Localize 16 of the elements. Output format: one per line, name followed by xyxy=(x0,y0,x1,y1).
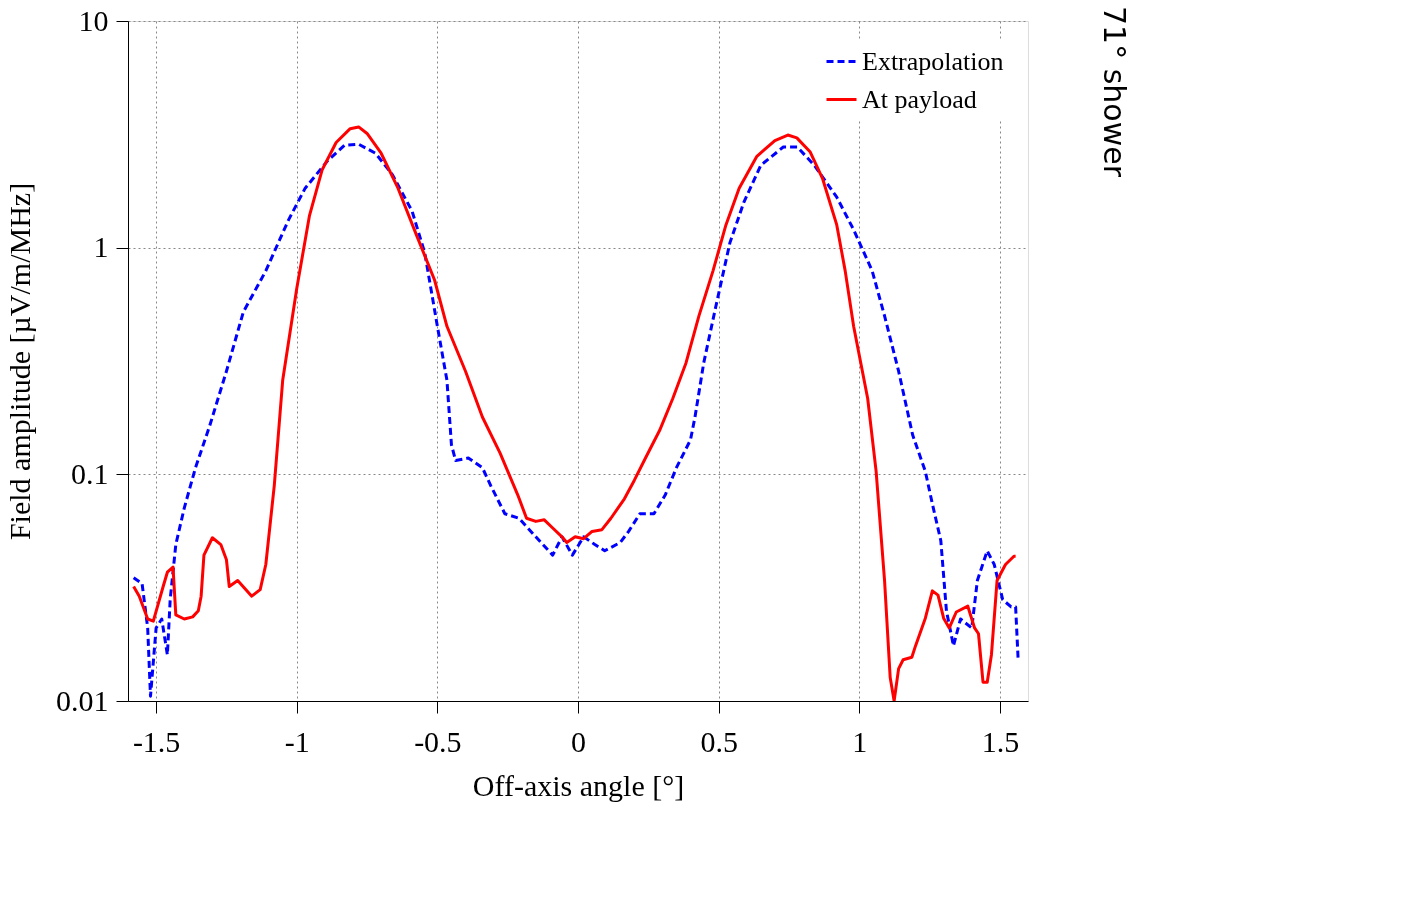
x-tick-label: 0 xyxy=(571,724,586,758)
y-axis-title: Field amplitude [µV/m/MHz] xyxy=(3,182,36,541)
y-tick-label: 0.01 xyxy=(56,683,109,717)
y-tick-label: 1 xyxy=(93,230,109,264)
x-tick-label: 1.5 xyxy=(981,724,1020,758)
x-tick-label: -1 xyxy=(284,724,310,758)
legend-label: Extrapolation xyxy=(862,46,1004,76)
x-tick-label: 0.5 xyxy=(700,724,738,758)
x-axis-title: Off-axis angle [°] xyxy=(472,768,685,802)
y-tick-label: 0.1 xyxy=(71,456,109,490)
text: 71° shower xyxy=(1097,6,1132,178)
x-tick-label: 1 xyxy=(852,724,868,758)
x-tick-label: -0.5 xyxy=(414,724,462,758)
legend-label: At payload xyxy=(862,84,977,114)
x-tick-label: -1.5 xyxy=(132,724,181,758)
y-tick-label: 10 xyxy=(78,3,109,37)
